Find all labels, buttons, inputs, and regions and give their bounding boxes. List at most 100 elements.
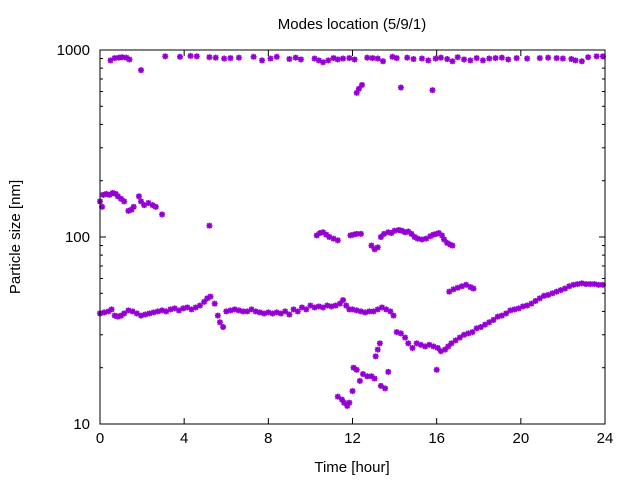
data-point xyxy=(469,329,476,336)
data-point xyxy=(448,340,455,347)
data-point xyxy=(159,307,166,314)
data-point xyxy=(171,305,178,312)
data-point xyxy=(449,58,456,65)
data-point xyxy=(196,302,203,309)
data-point xyxy=(377,234,384,240)
data-point xyxy=(374,346,381,353)
data-point xyxy=(393,329,400,336)
data-point xyxy=(125,207,132,214)
data-point xyxy=(330,55,337,62)
data-point xyxy=(380,58,387,65)
data-point xyxy=(473,325,480,332)
data-point xyxy=(494,313,501,320)
data-point xyxy=(347,232,354,239)
data-point xyxy=(154,308,161,315)
data-point xyxy=(441,236,448,243)
data-point xyxy=(402,334,409,341)
data-point xyxy=(118,195,125,202)
data-point xyxy=(240,308,247,315)
data-point xyxy=(250,53,257,60)
data-point xyxy=(344,402,351,409)
data-point xyxy=(549,290,556,297)
data-point xyxy=(486,55,493,62)
data-point xyxy=(290,306,297,313)
data-point xyxy=(372,353,379,360)
axis-ticks: 0 4 8 12 16 20 24 10 100 1000 xyxy=(57,42,614,447)
data-point xyxy=(423,235,430,242)
data-point xyxy=(277,310,284,317)
data-point xyxy=(599,53,606,60)
data-point xyxy=(593,53,600,60)
data-point xyxy=(477,324,484,331)
data-point xyxy=(572,57,579,64)
data-point xyxy=(387,308,394,315)
data-point xyxy=(273,309,280,316)
data-point xyxy=(449,242,456,249)
data-point xyxy=(353,366,360,373)
data-point xyxy=(176,53,183,60)
data-point xyxy=(346,399,353,406)
data-point xyxy=(129,308,136,315)
data-point xyxy=(374,306,381,313)
data-point xyxy=(353,307,360,314)
data-point xyxy=(536,295,543,302)
data-point xyxy=(294,308,301,315)
data-point xyxy=(479,57,486,64)
data-point xyxy=(482,321,489,328)
data-point xyxy=(330,235,337,242)
data-point xyxy=(99,203,106,210)
data-point xyxy=(390,312,397,319)
data-point xyxy=(360,371,367,378)
data-point xyxy=(149,202,156,209)
data-point xyxy=(111,55,118,62)
data-point xyxy=(417,341,424,348)
data-point xyxy=(418,55,425,62)
data-point xyxy=(107,57,114,64)
data-point xyxy=(259,57,266,64)
data-point xyxy=(553,288,560,295)
x-axis-label: Time [hour] xyxy=(314,459,389,476)
data-point xyxy=(311,304,318,311)
data-point xyxy=(235,54,242,61)
data-point xyxy=(578,58,585,65)
data-point xyxy=(193,53,200,60)
data-point xyxy=(231,306,238,313)
data-point xyxy=(435,230,442,237)
data-point xyxy=(388,230,395,237)
data-point xyxy=(188,306,195,313)
data-point xyxy=(557,287,564,294)
data-point xyxy=(286,311,293,318)
data-point xyxy=(123,54,130,61)
data-point xyxy=(408,230,415,237)
data-point xyxy=(507,307,514,314)
data-point xyxy=(351,56,358,63)
data-point xyxy=(214,312,221,319)
data-point xyxy=(467,57,474,64)
x-tick-label: 16 xyxy=(428,430,445,447)
data-point xyxy=(221,55,228,62)
data-point xyxy=(368,242,375,249)
data-point xyxy=(397,330,404,337)
data-point xyxy=(114,193,121,200)
x-tick-label: 12 xyxy=(344,430,361,447)
data-point xyxy=(211,300,218,307)
data-point xyxy=(142,311,149,318)
data-point xyxy=(334,56,341,63)
data-point xyxy=(595,281,602,288)
data-point xyxy=(326,234,333,240)
data-point xyxy=(187,52,194,59)
data-point xyxy=(292,54,299,61)
data-point xyxy=(106,191,113,198)
data-point xyxy=(458,283,465,290)
data-point xyxy=(444,56,451,63)
data-point xyxy=(395,227,402,234)
x-tick-label: 20 xyxy=(512,430,529,447)
data-point xyxy=(175,307,182,314)
data-point xyxy=(328,303,335,310)
data-point xyxy=(216,319,223,326)
data-point xyxy=(101,309,108,316)
data-point xyxy=(100,191,107,198)
data-point xyxy=(374,55,381,62)
data-point xyxy=(369,55,376,62)
data-point xyxy=(409,344,416,351)
